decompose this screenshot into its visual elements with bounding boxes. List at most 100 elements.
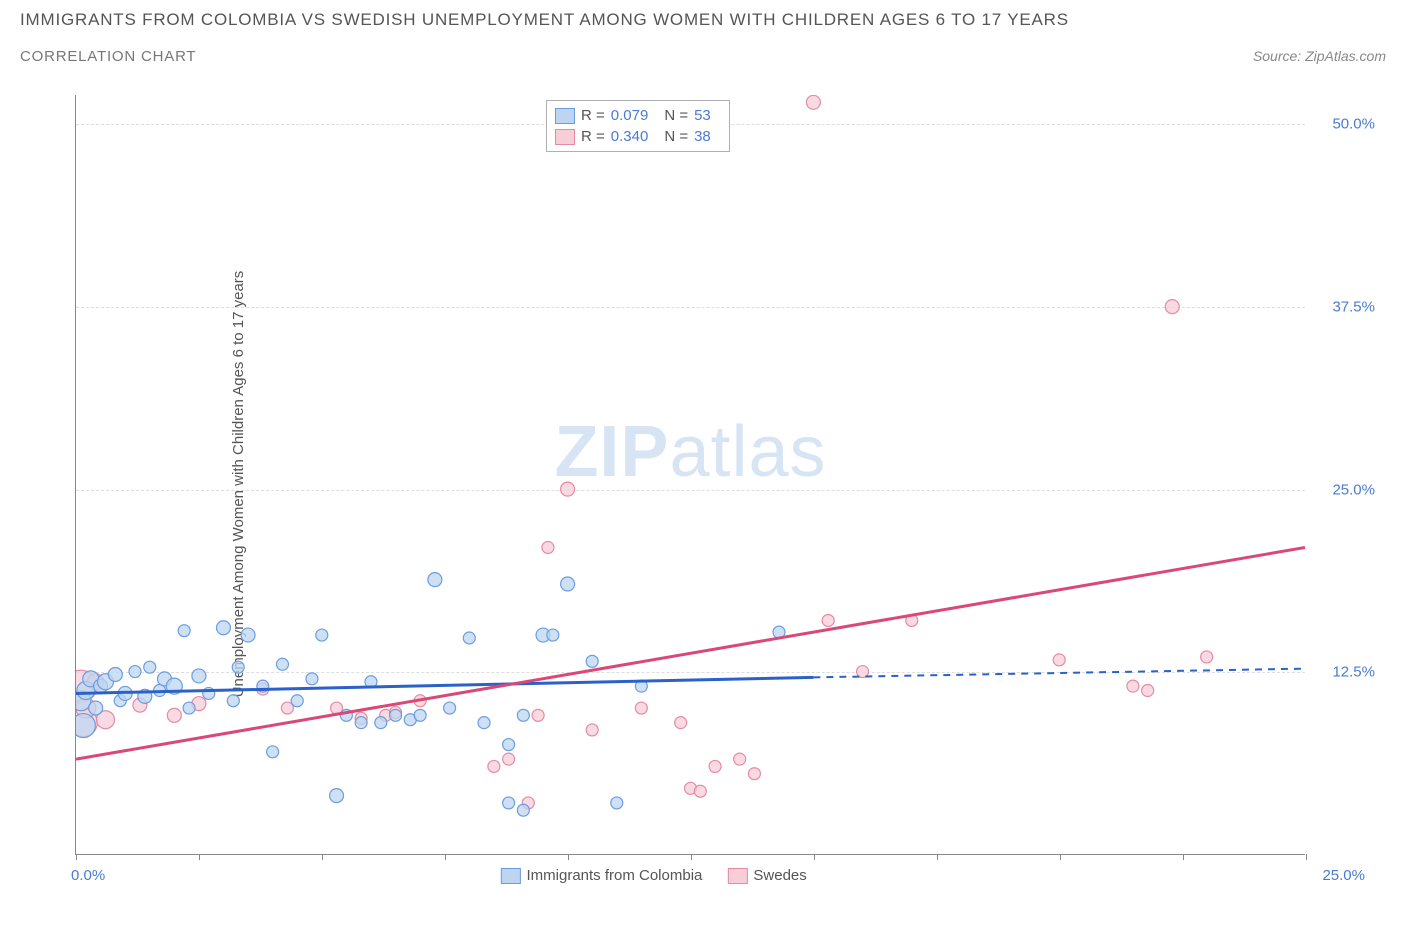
legend-item-colombia: Immigrants from Colombia	[500, 867, 702, 884]
data-point	[1201, 651, 1213, 663]
data-point	[709, 760, 721, 772]
data-point	[355, 717, 367, 729]
data-point	[503, 739, 515, 751]
x-axis-min-label: 0.0%	[71, 867, 105, 884]
data-point	[675, 717, 687, 729]
data-point	[108, 667, 122, 681]
data-point	[183, 702, 195, 714]
data-point	[806, 95, 820, 109]
trend-line-swedes	[76, 547, 1305, 759]
subtitle-row: CORRELATION CHART Source: ZipAtlas.com	[20, 48, 1386, 65]
x-tick-mark	[445, 854, 446, 860]
data-point	[316, 629, 328, 641]
x-tick-mark	[691, 854, 692, 860]
data-point	[734, 753, 746, 765]
data-point	[822, 614, 834, 626]
data-point	[561, 482, 575, 496]
chart-title: IMMIGRANTS FROM COLOMBIA VS SWEDISH UNEM…	[20, 10, 1386, 30]
data-point	[532, 709, 544, 721]
data-point	[375, 717, 387, 729]
data-point	[167, 708, 181, 722]
x-tick-mark	[1060, 854, 1061, 860]
data-point	[1053, 654, 1065, 666]
data-point	[414, 709, 426, 721]
y-tick-label: 25.0%	[1332, 481, 1375, 498]
series-legend: Immigrants from Colombia Swedes	[500, 867, 806, 884]
data-point	[267, 746, 279, 758]
x-tick-mark	[1306, 854, 1307, 860]
trend-line-colombia-dashed	[813, 669, 1305, 678]
data-point	[1142, 685, 1154, 697]
r-value-colombia: 0.079	[611, 107, 649, 124]
x-tick-mark	[814, 854, 815, 860]
chart-area: Unemployment Among Women with Children A…	[55, 95, 1375, 873]
r-label: R =	[581, 128, 605, 145]
data-point	[330, 789, 344, 803]
data-point	[503, 797, 515, 809]
data-point	[463, 632, 475, 644]
correlation-legend: R = 0.079 N = 53 R = 0.340 N = 38	[546, 100, 730, 152]
data-point	[76, 714, 95, 738]
legend-label-colombia: Immigrants from Colombia	[526, 867, 702, 884]
data-point	[306, 673, 318, 685]
data-point	[694, 785, 706, 797]
data-point	[444, 702, 456, 714]
data-point	[635, 702, 647, 714]
data-point	[478, 717, 490, 729]
data-point	[144, 661, 156, 673]
legend-label-swedes: Swedes	[753, 867, 806, 884]
data-point	[129, 666, 141, 678]
trend-line-colombia	[76, 677, 813, 693]
data-point	[178, 625, 190, 637]
x-tick-mark	[568, 854, 569, 860]
r-value-swedes: 0.340	[611, 128, 649, 145]
n-value-swedes: 38	[694, 128, 711, 145]
x-axis-max-label: 25.0%	[1322, 867, 1365, 884]
data-point	[488, 760, 500, 772]
legend-row-colombia: R = 0.079 N = 53	[555, 105, 721, 126]
data-point	[561, 577, 575, 591]
data-point	[547, 629, 559, 641]
data-point	[503, 753, 515, 765]
legend-item-swedes: Swedes	[727, 867, 806, 884]
x-tick-mark	[1183, 854, 1184, 860]
n-label: N =	[664, 107, 688, 124]
data-point	[611, 797, 623, 809]
swatch-colombia-icon	[500, 868, 520, 884]
data-point	[390, 709, 402, 721]
n-label: N =	[664, 128, 688, 145]
data-point	[227, 695, 239, 707]
swatch-swedes	[555, 129, 575, 145]
plot-region: ZIPatlas R = 0.079 N = 53 R = 0.340 N = …	[75, 95, 1305, 855]
r-label: R =	[581, 107, 605, 124]
data-point	[428, 573, 442, 587]
data-point	[542, 541, 554, 553]
data-point	[1165, 300, 1179, 314]
source-attribution: Source: ZipAtlas.com	[1253, 48, 1386, 64]
n-value-colombia: 53	[694, 107, 711, 124]
chart-subtitle: CORRELATION CHART	[20, 48, 196, 65]
y-tick-label: 50.0%	[1332, 116, 1375, 133]
data-point	[216, 621, 230, 635]
swatch-swedes-icon	[727, 868, 747, 884]
chart-header: IMMIGRANTS FROM COLOMBIA VS SWEDISH UNEM…	[0, 0, 1406, 65]
data-point	[586, 724, 598, 736]
x-tick-mark	[322, 854, 323, 860]
x-tick-mark	[199, 854, 200, 860]
swatch-colombia	[555, 108, 575, 124]
y-tick-label: 37.5%	[1332, 298, 1375, 315]
scatter-svg	[76, 95, 1305, 854]
data-point	[276, 658, 288, 670]
data-point	[517, 709, 529, 721]
source-label: Source:	[1253, 48, 1301, 64]
y-tick-label: 12.5%	[1332, 664, 1375, 681]
x-tick-mark	[937, 854, 938, 860]
data-point	[748, 768, 760, 780]
data-point	[89, 701, 103, 715]
legend-row-swedes: R = 0.340 N = 38	[555, 126, 721, 147]
data-point	[1127, 680, 1139, 692]
data-point	[517, 804, 529, 816]
data-point	[192, 669, 206, 683]
x-tick-mark	[76, 854, 77, 860]
data-point	[241, 628, 255, 642]
